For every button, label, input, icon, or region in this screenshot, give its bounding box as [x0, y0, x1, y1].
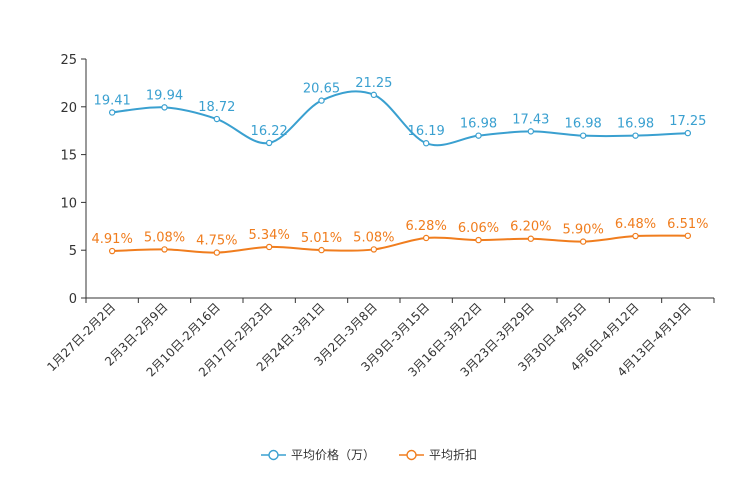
- data-point[interactable]: [579, 238, 587, 245]
- y-tick-label: 10: [60, 196, 77, 211]
- data-point[interactable]: [265, 243, 273, 251]
- data-label: 16.98: [617, 117, 654, 132]
- data-label: 19.41: [94, 93, 131, 108]
- data-point[interactable]: [318, 97, 325, 104]
- data-label: 6.51%: [667, 217, 708, 232]
- data-point[interactable]: [422, 234, 430, 242]
- y-tick-label: 5: [69, 244, 77, 259]
- x-axis: 1月27日-2月2日2月3日-2月9日2月10日-2月16日2月17日-2月23…: [44, 297, 715, 380]
- data-point[interactable]: [475, 132, 482, 139]
- data-point[interactable]: [684, 232, 692, 239]
- data-point[interactable]: [632, 232, 639, 240]
- data-point[interactable]: [370, 91, 378, 99]
- legend-label: 平均价格（万）: [291, 447, 375, 462]
- y-axis: 0 5 10 15 20 25: [60, 53, 87, 307]
- series-line: [112, 234, 688, 254]
- data-label: 17.43: [512, 112, 549, 127]
- data-label: 6.48%: [615, 217, 656, 232]
- y-tick-label: 20: [60, 101, 77, 116]
- legend-label: 平均折扣: [429, 447, 477, 462]
- data-point[interactable]: [527, 235, 535, 242]
- data-point[interactable]: [475, 236, 482, 244]
- y-tick-label: 0: [69, 292, 77, 307]
- legend-marker-icon: [406, 449, 417, 461]
- data-label: 5.34%: [249, 228, 290, 243]
- data-point[interactable]: [265, 139, 273, 147]
- data-point[interactable]: [422, 140, 430, 147]
- data-point[interactable]: [632, 132, 639, 139]
- data-label: 18.72: [198, 100, 235, 115]
- data-point[interactable]: [161, 104, 168, 111]
- y-tick-label: 15: [60, 149, 77, 164]
- data-label: 6.06%: [458, 221, 499, 236]
- data-label: 4.75%: [196, 234, 237, 249]
- data-point[interactable]: [684, 129, 692, 137]
- data-label: 6.28%: [406, 219, 447, 234]
- data-point[interactable]: [161, 246, 168, 253]
- data-label: 21.25: [355, 76, 392, 91]
- series-1: 19.41 19.94 18.72 16.22 20.65 21.25 16.19 16.98…: [94, 76, 706, 147]
- data-label: 5.08%: [144, 230, 185, 245]
- data-label: 17.25: [669, 114, 706, 129]
- series-2: 4.91% 5.08% 4.75% 5.34% 5.01% 5.08% 6.28% 6.06%…: [92, 217, 708, 256]
- data-label: 20.65: [303, 82, 340, 97]
- data-label: 6.20%: [510, 220, 551, 235]
- data-point[interactable]: [370, 246, 378, 253]
- data-point[interactable]: [579, 132, 587, 139]
- legend: 平均价格（万） 平均折扣: [261, 447, 477, 462]
- data-label: 16.98: [460, 117, 497, 132]
- data-label: 16.98: [565, 117, 602, 132]
- data-label: 4.91%: [92, 232, 133, 247]
- data-point[interactable]: [108, 247, 116, 255]
- data-point[interactable]: [318, 246, 325, 254]
- data-label: 16.22: [251, 124, 288, 139]
- data-label: 16.19: [408, 124, 445, 139]
- data-label: 19.94: [146, 88, 183, 103]
- data-point[interactable]: [527, 128, 535, 135]
- legend-item-1[interactable]: 平均价格（万）: [261, 447, 375, 462]
- series-layer: 19.41 19.94 18.72 16.22 20.65 21.25 16.19 16.98…: [92, 76, 708, 256]
- data-label: 5.90%: [563, 223, 604, 238]
- data-label: 5.01%: [301, 231, 342, 246]
- y-tick-label: 25: [60, 53, 77, 68]
- data-label: 5.08%: [353, 230, 394, 245]
- data-point[interactable]: [213, 249, 221, 256]
- data-point[interactable]: [108, 109, 116, 116]
- legend-item-2[interactable]: 平均折扣: [399, 447, 477, 462]
- legend-marker-icon: [268, 449, 279, 461]
- data-point[interactable]: [213, 115, 221, 123]
